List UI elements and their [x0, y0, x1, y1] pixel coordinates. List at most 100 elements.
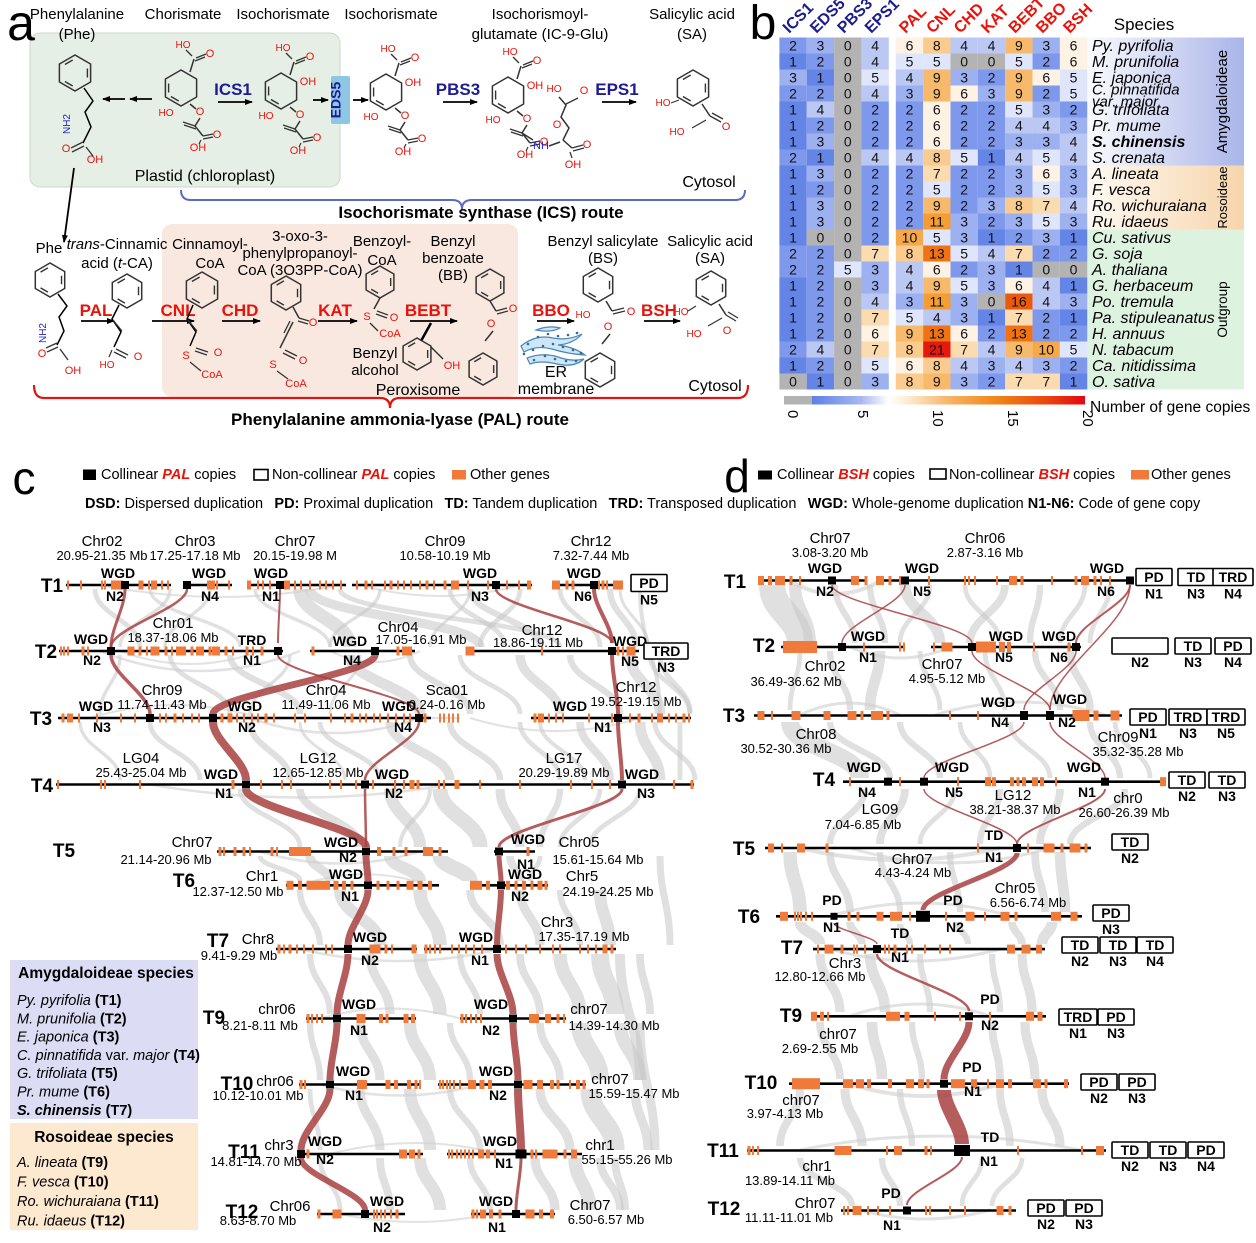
svg-text:OH: OH	[190, 142, 207, 154]
svg-text:Benzyl: Benzyl	[352, 345, 397, 362]
svg-text:T2: T2	[35, 642, 57, 663]
svg-text:0: 0	[844, 374, 852, 390]
svg-text:OH: OH	[87, 154, 104, 166]
svg-text:NH: NH	[533, 140, 549, 152]
svg-text:2: 2	[906, 198, 914, 214]
svg-text:N2: N2	[83, 652, 101, 668]
svg-text:Chr5: Chr5	[566, 868, 599, 885]
svg-text:2: 2	[817, 326, 825, 342]
svg-text:PD: PD	[639, 575, 658, 591]
svg-text:13: 13	[929, 246, 945, 262]
svg-text:Salicylic acid: Salicylic acid	[649, 6, 735, 23]
svg-text:PD: PD	[1127, 1074, 1146, 1090]
svg-text:1: 1	[1070, 230, 1078, 246]
svg-text:LG09: LG09	[862, 801, 899, 818]
svg-text:CoA: CoA	[201, 369, 223, 381]
svg-text:0: 0	[784, 410, 801, 418]
svg-text:WGD: WGD	[479, 1063, 513, 1079]
svg-text:4: 4	[1015, 358, 1023, 374]
svg-text:TD: TD	[1109, 937, 1128, 953]
svg-text:HO: HO	[687, 329, 702, 340]
svg-text:0: 0	[844, 118, 852, 134]
svg-text:N1: N1	[980, 1153, 998, 1169]
svg-text:0: 0	[844, 246, 852, 262]
svg-text:6: 6	[933, 262, 941, 278]
svg-text:3-oxo-3-: 3-oxo-3-	[272, 228, 328, 245]
svg-text:Chr05: Chr05	[559, 834, 600, 851]
svg-text:3: 3	[960, 374, 968, 390]
svg-text:4: 4	[906, 70, 914, 86]
svg-text:Plastid (chloroplast): Plastid (chloroplast)	[135, 168, 276, 185]
svg-text:N4: N4	[394, 719, 412, 735]
svg-text:WGD: WGD	[382, 698, 416, 714]
svg-text:3: 3	[1042, 102, 1050, 118]
svg-text:0: 0	[988, 54, 996, 70]
svg-text:6: 6	[933, 118, 941, 134]
svg-text:3: 3	[1015, 182, 1023, 198]
svg-text:1: 1	[789, 198, 797, 214]
svg-text:PD: PD	[943, 892, 962, 908]
svg-text:8: 8	[933, 150, 941, 166]
svg-text:11.74-11.43 Mb: 11.74-11.43 Mb	[117, 697, 206, 712]
svg-text:PD: PD	[822, 892, 841, 908]
svg-text:N2: N2	[1037, 1216, 1055, 1232]
svg-text:O: O	[627, 306, 636, 318]
svg-text:TD: TD	[1187, 569, 1206, 585]
svg-text:N4: N4	[1224, 654, 1242, 670]
svg-text:C. pinnatifida: C. pinnatifida	[1092, 82, 1180, 99]
svg-text:Ru. idaeus: Ru. idaeus	[1092, 214, 1169, 231]
svg-text:chr07: chr07	[591, 1071, 629, 1088]
svg-text:A. lineata: A. lineata	[1091, 166, 1159, 183]
svg-text:Collinear BSH copies: Collinear BSH copies	[777, 467, 915, 483]
svg-text:WGD: WGD	[370, 1193, 404, 1209]
svg-text:O: O	[418, 133, 427, 145]
svg-text:N6: N6	[574, 588, 592, 604]
svg-text:7: 7	[1015, 374, 1023, 390]
svg-text:chr3: chr3	[264, 1137, 293, 1154]
svg-text:2: 2	[789, 38, 797, 54]
svg-text:O: O	[214, 347, 223, 359]
svg-text:Isochorismate: Isochorismate	[236, 6, 329, 23]
svg-text:TD: TD	[981, 1129, 1000, 1145]
svg-text:LG04: LG04	[123, 750, 160, 767]
svg-text:N6: N6	[1097, 583, 1115, 599]
svg-text:7: 7	[1042, 198, 1050, 214]
svg-text:Chr04: Chr04	[378, 619, 419, 636]
svg-text:2: 2	[960, 182, 968, 198]
svg-text:8: 8	[1015, 198, 1023, 214]
svg-text:N2: N2	[339, 849, 357, 865]
svg-text:T12: T12	[708, 1199, 741, 1220]
svg-text:WGD: WGD	[342, 996, 376, 1012]
svg-text:1: 1	[1070, 310, 1078, 326]
svg-text:N2: N2	[1058, 714, 1076, 730]
svg-text:S: S	[182, 350, 189, 362]
svg-text:2: 2	[988, 134, 996, 150]
svg-text:6: 6	[1015, 278, 1023, 294]
svg-text:38.21-38.37 Mb: 38.21-38.37 Mb	[969, 802, 1060, 817]
svg-text:2.87-3.16 Mb: 2.87-3.16 Mb	[947, 545, 1024, 560]
svg-text:PBS3: PBS3	[436, 80, 480, 99]
svg-text:WGD: WGD	[1053, 691, 1087, 707]
svg-text:0: 0	[844, 278, 852, 294]
svg-text:7: 7	[960, 342, 968, 358]
svg-text:NH2: NH2	[62, 114, 73, 134]
svg-text:(Phe): (Phe)	[59, 26, 96, 43]
svg-text:O: O	[196, 106, 205, 118]
svg-text:Phenylalanine ammonia-lyase (P: Phenylalanine ammonia-lyase (PAL) route	[231, 410, 569, 429]
svg-text:6: 6	[1042, 166, 1050, 182]
svg-text:2: 2	[871, 198, 879, 214]
svg-text:19.52-19.15 Mb: 19.52-19.15 Mb	[590, 694, 681, 709]
svg-text:2: 2	[906, 166, 914, 182]
svg-text:3: 3	[960, 214, 968, 230]
svg-text:5: 5	[871, 70, 879, 86]
svg-text:2: 2	[906, 214, 914, 230]
svg-text:5: 5	[960, 246, 968, 262]
svg-text:Chr06: Chr06	[270, 1198, 311, 1215]
svg-text:9: 9	[933, 70, 941, 86]
svg-text:WGD: WGD	[474, 996, 508, 1012]
svg-text:1: 1	[817, 70, 825, 86]
svg-text:WGD: WGD	[336, 1063, 370, 1079]
svg-text:18.86-19.11 Mb: 18.86-19.11 Mb	[493, 635, 583, 650]
svg-text:7.04-6.85 Mb: 7.04-6.85 Mb	[825, 817, 902, 832]
svg-text:WGD: WGD	[483, 1133, 517, 1149]
